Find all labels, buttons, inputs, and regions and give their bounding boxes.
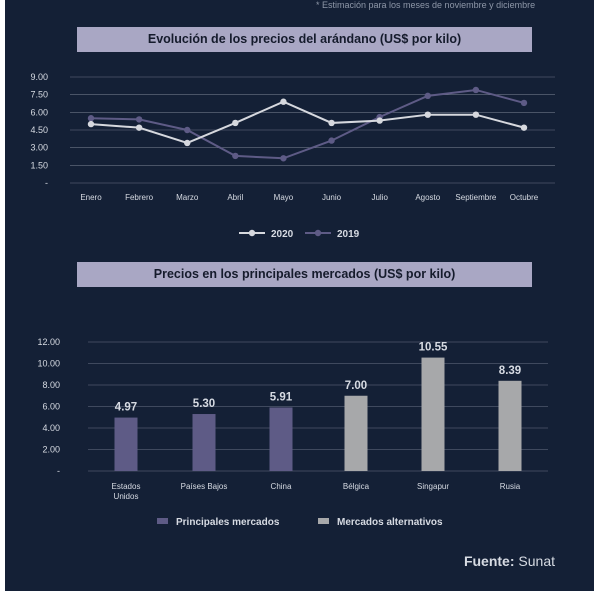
- line-y-tick-label: 6.00: [30, 107, 48, 117]
- line-x-tick-label: Febrero: [125, 193, 154, 202]
- line-x-tick-label: Junio: [322, 193, 342, 202]
- line-x-tick-label: Julio: [371, 193, 388, 202]
- line-x-tick-label: Abril: [227, 193, 243, 202]
- bar-value-label: 7.00: [345, 380, 367, 392]
- line-x-tick-label: Enero: [80, 193, 102, 202]
- line-chart: - 1.50 3.00 4.50 6.00 7.50 9.00 Enero Febrero Mar…: [30, 72, 555, 240]
- source-label: Fuente:: [463, 553, 515, 569]
- bar-singapur: [421, 357, 445, 471]
- legend-alternativo-label: Mercados alternativos: [337, 517, 443, 528]
- bar-value-label: 8.39: [499, 365, 521, 377]
- series-2019-line: [90, 88, 525, 160]
- series-2019-point: [424, 92, 431, 100]
- series-2020-point: [328, 119, 335, 127]
- bar-y-tick-label: 4.00: [42, 423, 60, 433]
- line-x-tick-label: Septiembre: [455, 193, 496, 202]
- source-name: Sunat: [518, 553, 555, 569]
- series-2019-point: [520, 99, 528, 107]
- bar-estados-unidos: [114, 417, 138, 471]
- bar-x-tick-label: Estados: [112, 482, 141, 491]
- series-2020-point: [135, 124, 143, 131]
- legend-principal-label: Principales mercados: [176, 517, 280, 528]
- bar-y-tick-label: -: [57, 466, 60, 476]
- line-y-tick-label: 9.00: [30, 72, 48, 82]
- line-x-tick-label: Agosto: [415, 193, 440, 202]
- series-2019-point: [232, 152, 239, 160]
- bar-paises-bajos: [192, 414, 216, 471]
- series-2019-point: [328, 137, 335, 144]
- line-y-tick-label: 3.00: [30, 143, 48, 153]
- bar-x-tick-label: Países Bajos: [181, 482, 228, 491]
- line-x-tick-label: Mayo: [274, 193, 294, 202]
- bar-x-tick-label: Bélgica: [343, 482, 370, 491]
- series-2020-point: [472, 111, 480, 118]
- series-2019-point: [184, 126, 191, 134]
- series-2020-point: [520, 124, 528, 131]
- bar-x-tick-label: Rusia: [500, 482, 521, 491]
- legend-2020-label: 2020: [271, 229, 294, 240]
- bar-value-label: 4.97: [115, 402, 137, 414]
- bar-x-tick-label: China: [271, 482, 292, 491]
- legend-alternativo-swatch: [318, 518, 329, 524]
- line-y-tick-label: 4.50: [30, 125, 48, 135]
- bar-chart: - 2.00 4.00 6.00 8.00 10.00 12.00 4.97 EstadosUn…: [37, 337, 548, 528]
- bar-china: [269, 407, 293, 471]
- series-2020-point: [376, 117, 383, 124]
- series-2020-point: [280, 98, 287, 105]
- line-y-tick-label: 1.50: [30, 160, 48, 170]
- infographic-panel: [5, 0, 594, 591]
- bar-y-tick-label: 8.00: [42, 380, 60, 390]
- bar-chart-title: Precios en los principales mercados (US$…: [77, 262, 532, 287]
- bar-y-tick-label: 6.00: [42, 402, 60, 412]
- series-2020-point: [424, 111, 431, 118]
- source-credit: Fuente: Sunat: [464, 553, 555, 569]
- series-2019-point: [280, 155, 287, 162]
- bar-y-tick-label: 10.00: [37, 359, 60, 369]
- bar-belgica: [344, 395, 368, 471]
- line-y-tick-label: -: [45, 178, 48, 188]
- series-2020-point: [232, 119, 239, 127]
- line-chart-title: Evolución de los precios del arándano (U…: [77, 27, 532, 52]
- line-y-tick-label: 7.50: [30, 90, 48, 100]
- series-2019-point: [87, 115, 95, 122]
- bar-y-tick-label: 2.00: [42, 445, 60, 455]
- line-x-tick-label: Marzo: [176, 193, 199, 202]
- bar-x-tick-label: Unidos: [114, 492, 139, 501]
- legend-2020-marker: [248, 229, 256, 237]
- legend-2019-label: 2019: [337, 229, 360, 240]
- bar-value-label: 10.55: [419, 342, 448, 354]
- series-2019-point: [135, 116, 143, 123]
- footnote: * Estimación para los meses de noviembre…: [316, 0, 536, 10]
- bar-rusia: [498, 380, 522, 471]
- bar-value-label: 5.30: [193, 398, 215, 410]
- series-2019-point: [472, 86, 480, 94]
- bar-y-tick-label: 12.00: [37, 337, 60, 347]
- series-2020-point: [184, 139, 191, 147]
- line-x-tick-label: Octubre: [510, 193, 539, 202]
- series-2020-line: [90, 100, 525, 145]
- bar-value-label: 5.91: [270, 391, 293, 403]
- legend-2019-marker: [314, 229, 322, 237]
- bar-x-tick-label: Singapur: [417, 482, 449, 491]
- legend-principal-swatch: [157, 518, 168, 524]
- series-2020-point: [87, 120, 95, 128]
